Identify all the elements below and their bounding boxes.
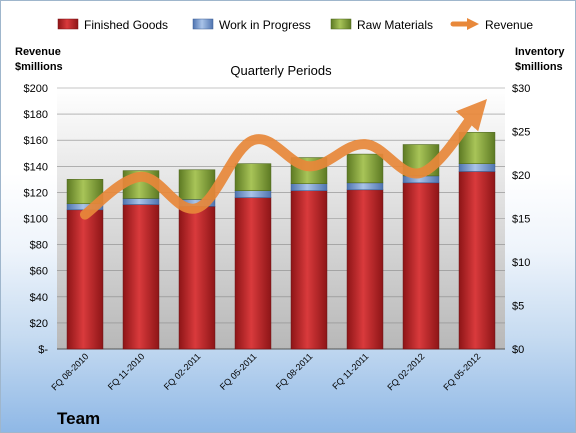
x-tick-label: FQ 08-2011: [274, 351, 315, 392]
y-left-tick-labels: $- $20 $40 $60 $80 $100 $120 $140 $160 $180 $200: [24, 83, 49, 356]
legend-swatch-work-in-progress: [192, 18, 214, 30]
legend-swatch-raw-materials: [330, 18, 352, 30]
x-tick-label: FQ 02-2012: [385, 351, 426, 392]
y-right-tick-label: $25: [512, 127, 530, 139]
x-tick-label: FQ 11-2011: [330, 351, 370, 391]
bar-raw-materials: [346, 153, 384, 184]
bar-finished-goods: [234, 197, 272, 350]
bar-finished-goods: [122, 204, 160, 350]
bar-work-in-progress: [290, 183, 328, 191]
legend-label-raw-materials: Raw Materials: [357, 18, 433, 32]
y-right-title-line2: $millions: [515, 61, 563, 73]
bar-series: [66, 132, 496, 350]
x-tick-labels: FQ 08-2010 FQ 11-2010 FQ 02-2011 FQ 05-2011…: [49, 351, 482, 392]
y-left-tick-label: $-: [38, 344, 48, 356]
footer-team-label: Team: [57, 409, 100, 428]
bar-work-in-progress: [458, 163, 496, 172]
x-tick-label: FQ 02-2011: [162, 351, 203, 392]
bar-work-in-progress: [346, 182, 384, 191]
y-right-tick-labels: $0 $5 $10 $15 $20 $25 $30: [512, 83, 530, 356]
y-right-tick-label: $0: [512, 344, 524, 356]
y-left-tick-label: $100: [24, 214, 48, 226]
y-left-title-line1: Revenue: [15, 46, 61, 58]
y-left-tick-label: $80: [30, 240, 48, 252]
y-right-tick-label: $5: [512, 301, 524, 313]
bar-finished-goods: [346, 189, 384, 350]
y-left-tick-label: $40: [30, 292, 48, 304]
revenue-line: [80, 98, 487, 220]
y-left-tick-label: $160: [24, 135, 48, 147]
bar-work-in-progress: [122, 198, 160, 205]
x-tick-label: FQ 08-2010: [49, 351, 90, 392]
y-right-tick-label: $20: [512, 170, 530, 182]
y-right-tick-label: $10: [512, 257, 530, 269]
y-left-title-line2: $millions: [15, 61, 63, 73]
legend-revenue-arrow-icon: [450, 18, 479, 30]
legend-label-revenue: Revenue: [485, 18, 533, 32]
bar-finished-goods: [66, 209, 104, 350]
bar-raw-materials: [458, 132, 496, 164]
y-right-tick-label: $15: [512, 214, 530, 226]
y-right-title-line1: Inventory: [515, 46, 565, 58]
y-left-tick-label: $200: [24, 83, 48, 95]
bar-finished-goods: [290, 190, 328, 350]
x-tick-label: FQ 05-2011: [218, 351, 259, 392]
bar-finished-goods: [402, 182, 440, 350]
legend: Finished Goods Work in Progress Raw Mate…: [57, 18, 533, 32]
legend-label-work-in-progress: Work in Progress: [219, 18, 311, 32]
y-left-tick-label: $180: [24, 109, 48, 121]
chart-title: Quarterly Periods: [230, 63, 332, 78]
bar-raw-materials: [234, 163, 272, 191]
y-left-tick-label: $140: [24, 161, 48, 173]
bar-work-in-progress: [234, 190, 272, 198]
x-tick-label: FQ 11-2010: [106, 351, 147, 392]
bar-finished-goods: [458, 171, 496, 350]
x-tick-label: FQ 05-2012: [441, 351, 482, 392]
y-right-tick-label: $30: [512, 83, 530, 95]
bar-finished-goods: [178, 206, 216, 350]
legend-label-finished-goods: Finished Goods: [84, 18, 168, 32]
legend-swatch-finished-goods: [57, 18, 79, 30]
revenue-line-path: [80, 98, 487, 220]
y-left-tick-label: $120: [24, 187, 48, 199]
y-left-tick-label: $20: [30, 318, 48, 330]
y-left-tick-label: $60: [30, 266, 48, 278]
